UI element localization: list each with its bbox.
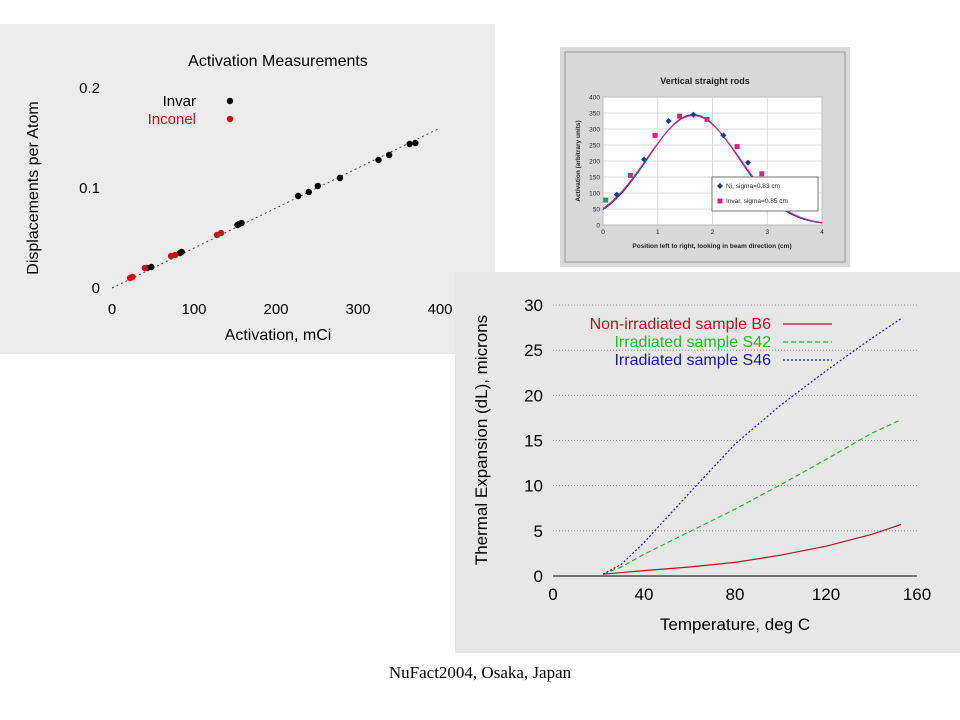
data-point (129, 273, 136, 281)
legend-label: Invar (163, 93, 196, 110)
trend-line (111, 127, 441, 289)
series-line (602, 419, 902, 575)
data-point (336, 174, 344, 182)
series-line (602, 318, 902, 575)
y-tick-label: 400 (589, 95, 600, 102)
x-tick-label: 80 (726, 585, 745, 604)
x-tick-label: 0 (601, 229, 605, 236)
y-tick-label: 300 (589, 127, 600, 134)
y-tick-label: 0 (534, 567, 543, 586)
y-tick-label: 15 (524, 432, 543, 451)
x-tick-label: 160 (903, 585, 931, 604)
x-tick-label: 0 (548, 585, 557, 604)
data-point (665, 118, 672, 124)
x-tick-label: 3 (765, 229, 769, 236)
legend-label: Irradiated sample S42 (614, 334, 771, 351)
data-point (734, 144, 740, 150)
data-point (375, 156, 382, 164)
y-tick-label: 0.2 (79, 80, 100, 97)
legend-label: Inconel (148, 111, 196, 128)
slide-footer: NuFact2004, Osaka, Japan (388, 663, 572, 682)
x-tick-label: 120 (812, 585, 840, 604)
activation-chart-panel: Activation Measurements Activation, mCi Di… (0, 24, 495, 354)
data-point (613, 191, 620, 198)
data-point (305, 188, 312, 196)
legend-label: Non-irradiated sample B6 (590, 316, 772, 333)
series-line (603, 523, 902, 575)
data-point (627, 172, 633, 178)
legend-marker (717, 198, 723, 204)
legend-marker (226, 97, 234, 105)
y-tick-label: 25 (524, 341, 543, 360)
rods-chart-panel: 0 50 100 150 200 250 300 350 400 0 1 2 3 4 Vertical st… (560, 47, 850, 267)
y-axis-label: Thermal Expansion (dL), microns (472, 315, 491, 565)
data-point (412, 139, 419, 147)
y-tick-label: 350 (589, 111, 600, 118)
data-point (294, 192, 302, 200)
data-point (171, 251, 179, 259)
legend-marker (717, 183, 723, 189)
y-axis-label: Displacements per Atom (25, 101, 42, 274)
x-tick-label: 0 (108, 301, 116, 318)
y-tick-label: 5 (534, 522, 543, 541)
y-axis-label: Activation (arbitrary units) (575, 120, 582, 201)
x-axis-label: Activation, mCi (225, 327, 332, 344)
x-tick-label: 2 (711, 229, 715, 236)
data-point (690, 111, 697, 118)
y-tick-label: 50 (593, 207, 601, 214)
y-tick-label: 150 (589, 175, 600, 182)
y-tick-label: 100 (589, 191, 600, 198)
y-tick-label: 0 (596, 223, 600, 230)
y-tick-label: 10 (524, 477, 543, 496)
data-point (759, 171, 765, 177)
data-point (148, 263, 155, 271)
chart-title: Activation Measurements (188, 53, 368, 70)
data-point (385, 151, 393, 159)
y-tick-label: 200 (589, 159, 600, 166)
x-tick-label: 4 (820, 229, 824, 236)
legend-marker (226, 115, 234, 123)
data-point (238, 219, 245, 227)
data-point (704, 116, 710, 122)
data-point (314, 182, 322, 190)
thermal-chart-panel: 0 5 10 15 20 25 30 0 40 80 120 160 Temperature, deg … (455, 272, 960, 653)
legend-label: Irradiated sample S46 (614, 352, 771, 369)
x-tick-label: 400 (427, 301, 452, 318)
x-axis-label: Position left to right, looking in beam … (632, 243, 791, 250)
x-axis-label: Temperature, deg C (660, 615, 810, 634)
y-tick-label: 0 (92, 280, 100, 297)
data-point (641, 156, 648, 163)
data-point (677, 113, 683, 119)
data-point (745, 159, 752, 166)
thermal-chart: 0 5 10 15 20 25 30 0 40 80 120 160 Temperature, deg … (472, 296, 931, 634)
y-tick-label: 30 (524, 296, 543, 315)
activation-chart: Activation Measurements Activation, mCi Di… (25, 53, 453, 344)
rods-frame (564, 51, 846, 263)
rods-chart: 0 50 100 150 200 250 300 350 400 0 1 2 3 4 Vertical st… (564, 51, 846, 263)
data-point (720, 132, 727, 139)
x-tick-label: 100 (181, 301, 206, 318)
data-point (217, 229, 225, 237)
data-point (652, 132, 658, 138)
y-tick-label: 20 (524, 386, 543, 405)
x-tick-label: 200 (263, 301, 288, 318)
y-tick-label: 0.1 (79, 180, 100, 197)
legend-label: Ni, sigma=0.83 cm (726, 183, 780, 190)
x-tick-label: 40 (635, 585, 654, 604)
x-tick-label: 1 (656, 229, 660, 236)
legend-box (711, 176, 819, 212)
data-point (178, 248, 185, 256)
legend-label: Invar, sigma=0.85 cm (726, 198, 788, 205)
data-point (406, 140, 413, 148)
x-tick-label: 300 (345, 301, 370, 318)
data-point (603, 197, 609, 203)
data-point (141, 264, 148, 272)
y-tick-label: 250 (589, 143, 600, 150)
chart-title: Vertical straight rods (660, 76, 750, 86)
